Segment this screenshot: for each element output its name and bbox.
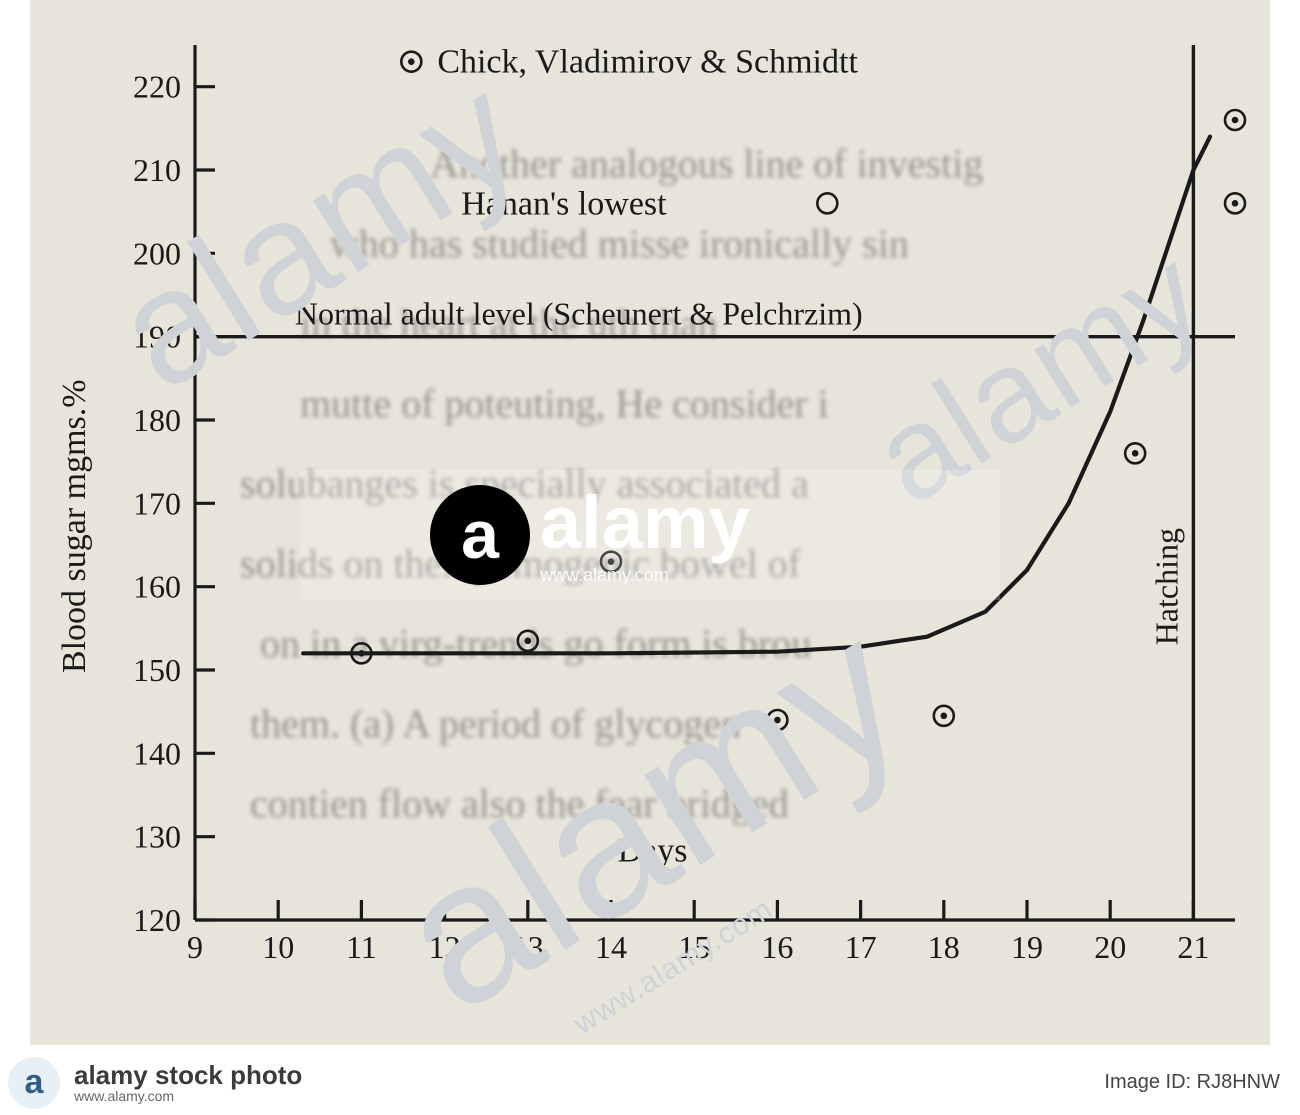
data-point-inner xyxy=(774,717,781,724)
x-tick-label: 12 xyxy=(429,929,461,965)
y-tick-label: 210 xyxy=(133,152,181,188)
data-point-inner xyxy=(358,650,365,657)
x-tick-label: 19 xyxy=(1011,929,1043,965)
footer-a-icon: a xyxy=(8,1057,60,1109)
y-tick-label: 130 xyxy=(133,819,181,855)
footer-image-id: Image ID: RJ8HNW xyxy=(1104,1071,1280,1094)
x-tick-label: 16 xyxy=(761,929,793,965)
x-tick-label: 10 xyxy=(262,929,294,965)
reference-line-label: Normal adult level (Scheunert & Pelchrzi… xyxy=(295,296,863,332)
footer-bar: a alamy stock photo www.alamy.com Image … xyxy=(0,1060,1300,1115)
alamy-overlay-text: alamy xyxy=(540,486,750,560)
y-tick-label: 120 xyxy=(133,902,181,938)
x-tick-label: 11 xyxy=(346,929,377,965)
y-tick-label: 180 xyxy=(133,402,181,438)
page-root: Another analogous line of investigwho ha… xyxy=(0,0,1300,1115)
footer-site: www.alamy.com xyxy=(74,1089,302,1104)
x-tick-label: 17 xyxy=(845,929,877,965)
y-axis-title: Blood sugar mgms.% xyxy=(56,379,93,673)
legend-marker-open-circle xyxy=(817,193,837,213)
x-tick-label: 9 xyxy=(187,929,203,965)
y-tick-label: 140 xyxy=(133,735,181,771)
y-tick-label: 170 xyxy=(133,485,181,521)
hatching-label: Hatching xyxy=(1148,528,1184,645)
x-axis-title: Days xyxy=(618,833,688,870)
y-tick-label: 200 xyxy=(133,235,181,271)
x-tick-label: 21 xyxy=(1177,929,1209,965)
y-tick-label: 150 xyxy=(133,652,181,688)
data-point-inner xyxy=(1232,200,1239,207)
y-tick-label: 160 xyxy=(133,569,181,605)
legend-marker-dot xyxy=(408,58,415,65)
data-point-inner xyxy=(941,713,948,720)
data-point-inner xyxy=(1232,117,1239,124)
data-point-inner xyxy=(525,638,532,645)
footer-left: a alamy stock photo www.alamy.com xyxy=(8,1057,302,1109)
alamy-a-icon: a xyxy=(430,485,530,585)
x-tick-label: 14 xyxy=(595,929,627,965)
x-tick-label: 13 xyxy=(512,929,544,965)
footer-brand: alamy stock photo xyxy=(74,1061,302,1090)
y-tick-label: 220 xyxy=(133,69,181,105)
legend-label: Chick, Vladimirov & Schmidtt xyxy=(437,44,858,81)
x-tick-label: 18 xyxy=(928,929,960,965)
legend-label: Hanan's lowest xyxy=(461,185,667,222)
data-point-inner xyxy=(1132,450,1139,457)
alamy-overlay: a alamy www.alamy.com xyxy=(430,485,750,585)
x-tick-label: 20 xyxy=(1094,929,1126,965)
y-tick-label: 190 xyxy=(133,319,181,355)
alamy-overlay-site: www.alamy.com xyxy=(540,566,750,584)
x-tick-label: 15 xyxy=(678,929,710,965)
